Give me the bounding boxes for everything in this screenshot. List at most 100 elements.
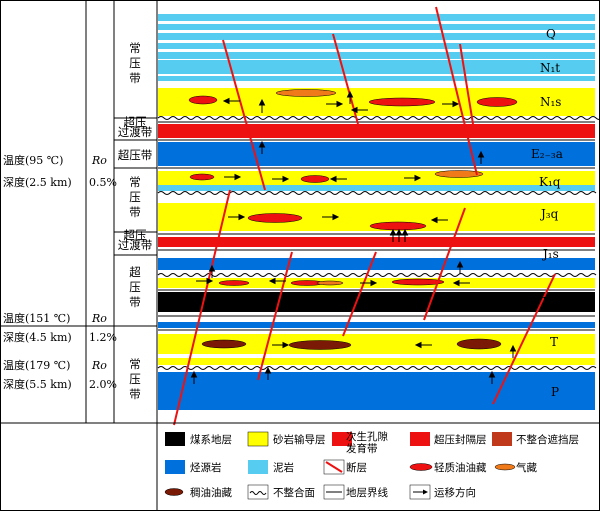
migration-arrow [456,260,464,274]
stratum-labels: Q N₁t N₁s E₂₋₃a K₁q J₃q J₁s J₁b T P [531,27,563,399]
light-oil-reservoir [476,97,518,107]
migration-arrow [360,279,378,287]
migration-arrow [208,264,216,278]
temperature-95-label: 温度(95 ℃) [3,153,63,167]
legend-label-coal: 煤系地层 [190,433,232,446]
heavy-oil-reservoir [288,340,352,350]
migration-arrow [329,175,347,183]
legend-label-source-rock: 烃源岩 [190,461,222,474]
migration-arrow [190,370,198,384]
legend-swatch-source-rock [165,460,185,474]
migration-arrow [326,100,344,108]
legend-swatch-mudstone [248,460,268,474]
legend-label-boundary: 地层界线 [346,486,388,499]
legend-label-migration: 运移方向 [434,486,476,499]
stratum-label-p: P [551,385,559,399]
legend-label-unconformity-barrier: 不整合遮挡层 [516,433,579,446]
light-oil-reservoir [189,173,215,181]
zone-label-overpressure-2: 超压带 [129,265,141,309]
migration-arrow [477,150,485,164]
zone-label-transition-1: 超压过渡带 [118,115,153,139]
left-panel-labels: 温度(95 ℃) Ro 深度(2.5 km) 0.5% 温度(151 ℃) Ro… [3,153,117,391]
legend-label-mudstone: 泥岩 [273,461,294,474]
fault-line [492,273,556,405]
ro-0-5-label: 0.5% [89,176,117,189]
fault-line [435,6,478,176]
migration-arrow [264,366,272,380]
unconformity-line-4 [157,366,597,370]
legend-label-heavy-oil: 稠油油藏 [190,486,232,499]
layer-k1q [158,171,595,185]
legend-label-light-oil: 轻质油油藏 [434,461,487,474]
legend-swatch-sandstone [247,431,269,447]
legend: 煤系地层 砂岩输导层 次生孔隙 发育带 超压封隔层 不整合遮挡层 烃源岩 泥岩 … [164,430,579,500]
depth-2-5-label: 深度(2.5 km) [3,175,72,189]
layer-p [158,372,595,410]
unconformity-line-3 [157,273,597,277]
migration-arrow [350,106,368,114]
migration-arrow [509,344,517,358]
migration-arrow [272,175,290,183]
migration-arrow [268,277,286,285]
light-oil-reservoirs [188,95,518,286]
migration-arrow [442,100,460,108]
zone-label-normal-1: 常压带 [129,41,141,85]
migration-arrow [258,98,266,113]
stratum-label-n1t: N₁t [540,61,560,75]
light-oil-reservoir [247,213,303,223]
stratigraphic-column: Q N₁t N₁s E₂₋₃a K₁q J₃q J₁s J₁b T P [157,6,600,426]
gas-reservoir [275,89,337,97]
stratum-label-e23a: E₂₋₃a [531,147,563,161]
fault-line [459,43,474,125]
migration-arrow [196,277,214,285]
ro-label-1: Ro [91,154,107,167]
migration-arrow [401,228,409,242]
fault-line [173,189,231,426]
migration-arrow [452,279,470,287]
legend-label-gas: 气藏 [516,461,537,474]
gas-reservoir [434,170,484,178]
legend-label-overpressure-seal: 超压封隔层 [434,433,487,446]
layer-n1t [158,60,595,74]
legend-swatch-light-oil [409,463,433,471]
migration-arrow [488,370,496,384]
light-oil-reservoir [218,280,250,286]
layer-overpressure-seal-2 [158,237,595,247]
light-oil-reservoir [300,175,330,183]
zone-label-normal-3: 常压带 [129,357,141,401]
legend-label-secondary-pore-2: 发育带 [346,442,378,455]
legend-label-sandstone: 砂岩输导层 [273,433,326,446]
legend-swatch-unconformity-barrier [492,432,512,446]
fault-line [222,39,266,191]
layer-q-band [158,14,595,21]
depth-5-5-label: 深度(5.5 km) [3,377,72,391]
stratum-label-j1s: J₁s [541,247,559,261]
gas-reservoirs [275,89,484,286]
migration-arrow [272,341,290,349]
legend-swatch-secondary-pore [332,432,352,446]
legend-migration-arrow-head [423,489,428,495]
stratum-label-q: Q [546,27,556,41]
unconformity-line-2 [157,191,597,195]
layer-overpressure-seal-1 [158,124,595,138]
ro-label-3: Ro [91,359,107,372]
migration-arrow [222,97,240,105]
heavy-oil-reservoir [456,338,502,350]
migration-arrows [190,90,517,384]
light-oil-reservoir [369,221,427,231]
legend-unconformity-wave [249,491,267,495]
migration-arrow [228,213,246,221]
gas-reservoir [316,280,344,286]
legend-fault-line [325,461,343,473]
temperature-179-label: 温度(179 ℃) [3,358,70,372]
migration-arrow [404,174,422,182]
legend-swatch-heavy-oil [164,488,184,496]
fault-line [423,207,466,321]
fault-line [257,251,293,381]
migration-arrow [224,173,242,181]
legend-label-unconformity: 不整合面 [273,486,315,499]
light-oil-reservoir [391,278,445,286]
legend-swatch-gas [494,463,516,471]
